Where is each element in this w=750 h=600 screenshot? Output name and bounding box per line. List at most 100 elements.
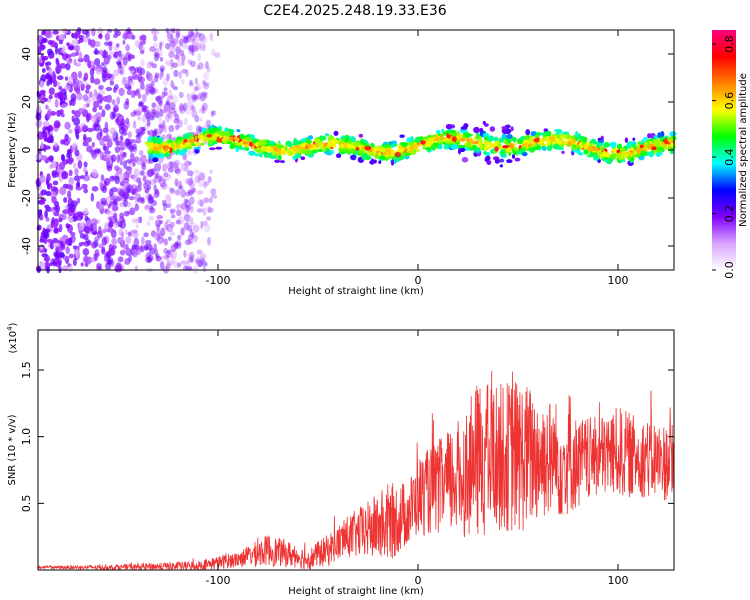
spectrogram-noise-blob <box>158 237 162 245</box>
spectrogram-band-blob <box>465 132 471 138</box>
spectrogram-band-blob <box>177 140 181 146</box>
spectrogram-noise-blob <box>91 27 96 37</box>
spectrogram-noise-blob <box>117 256 124 263</box>
spectrogram-noise-blob <box>204 61 209 69</box>
spectrogram-noise-blob <box>206 216 212 221</box>
spectrogram-noise-blob <box>188 180 195 189</box>
spectrogram-noise-blob <box>65 63 71 71</box>
spectrogram-noise-blob <box>157 236 165 244</box>
spectrogram-noise-blob <box>169 221 176 228</box>
spectrogram-noise-blob <box>82 166 87 173</box>
spectrogram-noise-blob <box>200 105 205 114</box>
spectrogram-noise-blob <box>119 249 126 256</box>
spectrogram-band-blob <box>644 141 649 146</box>
spectrogram-noise-blob <box>210 194 218 199</box>
spectrogram-noise-blob <box>169 58 174 67</box>
spectrogram-noise-blob <box>51 170 57 179</box>
spectrogram-noise-blob <box>86 112 92 121</box>
spectrogram-noise-blob <box>160 67 164 73</box>
spectrogram-noise-blob <box>54 252 61 260</box>
spectrogram-band-blob <box>435 130 441 134</box>
spectrogram-noise-blob <box>89 67 95 77</box>
spectrogram-band-blob <box>397 147 405 152</box>
spectrogram-band-blob <box>446 133 450 138</box>
spectrogram-noise-blob <box>191 47 195 57</box>
spectrogram-noise-blob <box>167 110 172 119</box>
spectrogram-noise-blob <box>191 94 197 103</box>
colorbar: 0.0 0.2 0.4 0.6 0.8 Normalized spectral ampl… <box>712 30 749 279</box>
spectrogram-band-blob <box>208 139 213 145</box>
spectrogram-noise-blob <box>154 110 161 119</box>
spectrogram-noise-blob <box>153 128 159 135</box>
spectrogram-noise-blob <box>76 197 81 204</box>
spectrogram-noise-blob <box>90 61 96 66</box>
spectrogram-noise-blob <box>46 156 54 161</box>
spectrogram-noise-blob <box>182 43 188 50</box>
spectrogram-band-blob <box>632 137 636 141</box>
spectrogram-noise-blob <box>89 39 96 48</box>
spectrogram-band-blob <box>364 145 372 151</box>
spectrogram-band-blob <box>450 132 458 137</box>
spectrogram-noise-blob <box>125 44 130 52</box>
spectrogram-noise-blob <box>47 184 51 190</box>
spectrogram-noise-blob <box>108 247 115 256</box>
spectrogram-noise-blob <box>170 80 174 88</box>
spectrogram-noise-blob <box>46 110 52 119</box>
spectrogram-noise-blob <box>44 204 50 209</box>
spectrogram-noise-blob <box>35 119 43 129</box>
spectrogram-band-blob <box>311 149 316 154</box>
spectrogram-band-blob <box>243 143 249 148</box>
spectrogram-band-blob <box>235 137 240 142</box>
spectrogram-noise-blob <box>197 175 201 183</box>
spectrogram-noise-blob <box>105 86 113 92</box>
spectrogram-noise-blob <box>155 172 160 179</box>
spectrogram-noise-blob <box>127 132 132 138</box>
spectrogram-noise-blob <box>173 53 180 60</box>
spectrogram-noise-blob <box>104 32 111 42</box>
spectrogram-noise-blob <box>173 108 177 114</box>
spectrogram-noise-blob <box>202 266 207 273</box>
spectrogram-noise-blob <box>41 30 46 36</box>
spectrogram-band-blob <box>506 146 512 153</box>
figure-title: C2E4.2025.248.19.33.E36 <box>263 3 446 19</box>
spectrogram-noise-blob <box>149 179 155 186</box>
spectrogram-noise-blob <box>104 150 111 155</box>
spectrogram-noise-blob <box>151 102 157 108</box>
spectrogram-noise-blob <box>196 249 203 255</box>
spectrogram-noise-blob <box>208 197 213 204</box>
spectrogram-noise-blob <box>148 129 155 139</box>
spectrogram-ylabel: Frequency (Hz) <box>7 112 18 188</box>
spectrogram-band-blob <box>330 149 334 155</box>
spectrogram-noise-blob <box>178 185 184 190</box>
spectrogram-noise-blob <box>174 166 180 174</box>
spectrogram-noise-blob <box>190 60 196 68</box>
spectrogram-noise-blob <box>170 244 176 253</box>
spectrogram-noise-blob <box>184 166 190 173</box>
spectrogram-noise-blob <box>91 94 97 103</box>
spectrogram-noise-blob <box>198 259 203 268</box>
spectrogram-noise-blob <box>93 78 101 85</box>
spectrogram-noise-blob <box>85 84 92 90</box>
spectrogram-noise-blob <box>164 194 172 203</box>
spectrogram-noise-blob <box>149 46 156 53</box>
spectrogram-noise-blob <box>180 227 186 237</box>
spectrogram-noise-blob <box>194 175 201 184</box>
spectrogram-noise-blob <box>165 250 170 258</box>
spectrogram-noise-blob <box>143 232 149 238</box>
spectrogram-noise-blob <box>145 239 152 245</box>
spectrogram-noise-blob <box>92 224 97 232</box>
spectrogram-noise-blob <box>107 227 114 233</box>
spectrogram-noise-blob <box>108 50 115 56</box>
spectrogram-band-blob <box>235 146 239 153</box>
spectrogram-noise-blob <box>113 198 117 206</box>
spectrogram-noise-blob <box>187 170 194 177</box>
spectrogram-noise-blob <box>68 177 75 186</box>
spectrogram-noise-blob <box>67 158 73 165</box>
spectrogram-noise-blob <box>140 236 145 245</box>
spectrogram-noise-blob <box>132 174 138 182</box>
spectrogram-noise-blob <box>68 169 73 177</box>
spectrogram-noise-blob <box>168 51 175 59</box>
spectrogram-noise-blob <box>190 171 195 177</box>
spectrogram-noise-blob <box>164 104 169 111</box>
spectrogram-noise-blob <box>133 188 138 195</box>
